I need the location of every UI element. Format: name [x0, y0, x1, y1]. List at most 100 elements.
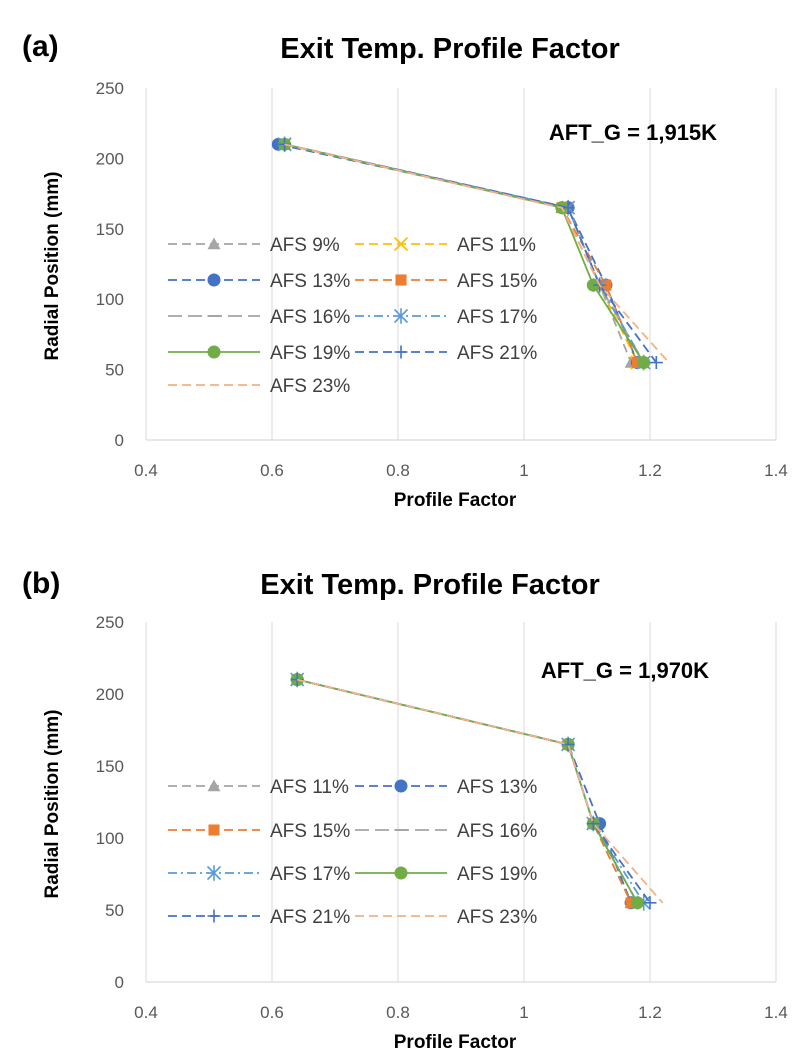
legend-entry: AFS 21% [355, 343, 537, 364]
legend-label: AFS 13% [457, 777, 537, 798]
legend-label: AFS 21% [457, 343, 537, 364]
legend-label: AFS 16% [270, 307, 350, 328]
legend-marker [206, 865, 222, 881]
legend-entry: AFS 19% [355, 864, 537, 885]
legend-label: AFS 21% [270, 907, 350, 928]
legend-label: AFS 16% [457, 821, 537, 842]
legend-entry: AFS 23% [355, 907, 537, 928]
y-axis-title: Radial Position (mm) [42, 172, 63, 361]
legend-marker [207, 909, 221, 923]
legend-label: AFS 17% [457, 307, 537, 328]
x-tick-label: 0.8 [386, 461, 410, 480]
legend-entry: AFS 15% [355, 271, 537, 292]
legend-entry: AFS 21% [168, 907, 350, 928]
legend-entry: AFS 15% [168, 821, 350, 842]
data-point [630, 896, 644, 910]
legend-entry: AFS 13% [168, 271, 350, 292]
legend-entry: AFS 19% [168, 343, 350, 364]
y-tick-label: 50 [105, 361, 124, 380]
x-tick-label: 1.2 [638, 1003, 662, 1022]
legend-entry: AFS 11% [168, 777, 349, 798]
legend-entry: AFS 16% [355, 821, 537, 842]
legend-entry: AFS 13% [355, 777, 537, 798]
data-point [643, 896, 657, 910]
legend-marker [208, 824, 220, 836]
data-point [637, 356, 651, 370]
x-tick-label: 1.2 [638, 461, 662, 480]
y-tick-label: 200 [96, 685, 124, 704]
legend-entry: AFS 17% [168, 864, 350, 885]
y-tick-label: 100 [96, 829, 124, 848]
chart-title: Exit Temp. Profile Factor [260, 569, 599, 601]
y-tick-label: 150 [96, 220, 124, 239]
legend: AFS 11% AFS 13% AFS 15% AFS 16% AFS 17% AFS 1… [168, 777, 537, 928]
y-tick-label: 150 [96, 757, 124, 776]
legend-label: AFS 15% [457, 271, 537, 292]
data-point [561, 201, 575, 215]
x-tick-label: 0.6 [260, 461, 284, 480]
data-point [561, 737, 575, 751]
legend-entry: AFS 11% [355, 235, 536, 256]
x-tick-label: 1 [519, 1003, 528, 1022]
legend-label: AFS 15% [270, 821, 350, 842]
legend-entry: AFS 17% [355, 307, 537, 328]
y-tick-label: 0 [115, 431, 124, 450]
data-point [649, 356, 663, 370]
y-tick-label: 0 [115, 973, 124, 992]
series-line [296, 678, 651, 904]
legend-label: AFS 19% [270, 343, 350, 364]
legend-entry: AFS 23% [168, 376, 350, 397]
legend-marker [207, 345, 221, 359]
panel-label: (b) [22, 567, 60, 600]
legend-marker [207, 779, 221, 792]
legend-label: AFS 23% [457, 907, 537, 928]
series-line [284, 143, 645, 364]
legend-entry: AFS 16% [168, 307, 350, 328]
series-line [296, 678, 639, 904]
legend-marker [394, 866, 408, 880]
x-tick-label: 1.4 [764, 461, 788, 480]
x-tick-label: 1.4 [764, 1003, 788, 1022]
chart-panel-b: (b) Exit Temp. Profile Factor 0.4 0.6 0.8 1 1.… [22, 567, 788, 1053]
legend-marker [207, 273, 221, 287]
x-tick-label: 1 [519, 461, 528, 480]
legend-label: AFS 11% [270, 777, 349, 798]
legend: AFS 9% AFS 11% AFS 13% AFS 15% AFS 16% AFS 17… [168, 235, 537, 397]
y-tick-label: 250 [96, 613, 124, 632]
panel-label: (a) [22, 30, 59, 63]
series-line [284, 143, 670, 364]
x-tick-label: 0.8 [386, 1003, 410, 1022]
x-tick-label: 0.4 [134, 1003, 158, 1022]
aft-annotation: AFT_G = 1,915K [549, 120, 717, 145]
legend-label: AFS 23% [270, 376, 350, 397]
legend-label: AFS 17% [270, 864, 350, 885]
legend-marker [393, 308, 409, 324]
chart-panel-a: (a) Exit Temp. Profile Factor 0.4 0.6 0.8 1 1.… [22, 30, 788, 511]
series-line [296, 678, 664, 904]
legend-marker [394, 345, 408, 359]
y-axis-title: Radial Position (mm) [42, 710, 63, 899]
x-tick-label: 0.4 [134, 461, 158, 480]
chart-title: Exit Temp. Profile Factor [280, 33, 619, 65]
data-point [586, 817, 600, 831]
series-afs-21- [290, 673, 657, 910]
x-axis-title: Profile Factor [394, 490, 517, 511]
legend-label: AFS 9% [270, 235, 340, 256]
legend-entry: AFS 9% [168, 235, 340, 256]
legend-marker [394, 779, 408, 793]
legend-marker [393, 236, 409, 252]
series-afs-23- [296, 678, 664, 904]
legend-label: AFS 19% [457, 864, 537, 885]
x-tick-label: 0.6 [260, 1003, 284, 1022]
legend-marker [207, 237, 221, 250]
y-tick-label: 100 [96, 290, 124, 309]
legend-marker [395, 274, 407, 286]
aft-annotation: AFT_G = 1,970K [541, 658, 709, 683]
y-tick-label: 250 [96, 79, 124, 98]
legend-label: AFS 13% [270, 271, 350, 292]
series-afs-23- [284, 143, 670, 364]
y-tick-label: 50 [105, 901, 124, 920]
x-axis-title: Profile Factor [394, 1032, 517, 1053]
